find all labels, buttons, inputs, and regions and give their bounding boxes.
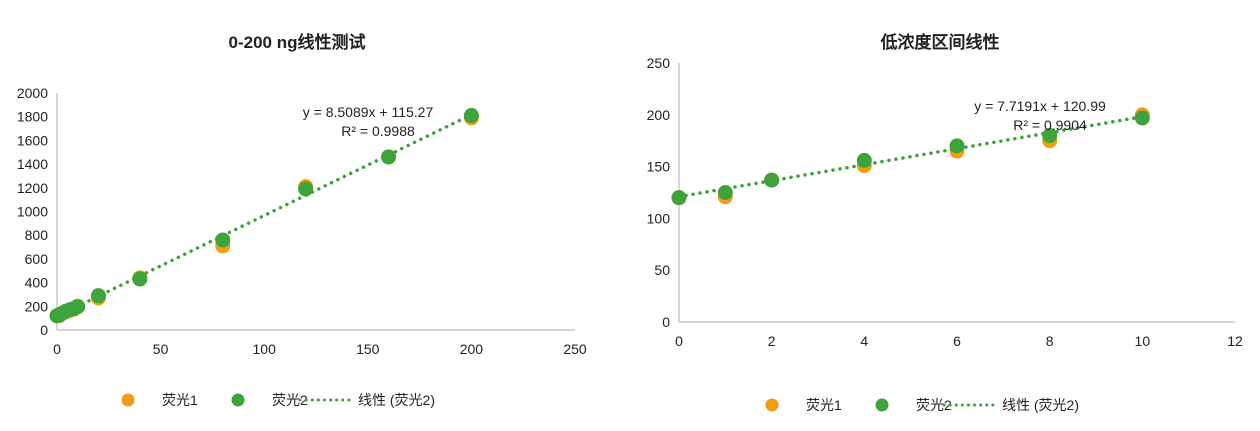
legend-label-series2: 荧光2 [916,397,952,413]
y-tick-label: 1400 [17,156,48,172]
chart-title: 0-200 ng线性测试 [229,32,366,52]
legend: 荧光1 荧光2 线性 (荧光2) [121,392,435,408]
legend-label-series1: 荧光1 [806,397,842,413]
y-tick-label: 1800 [17,109,48,125]
x-tick-label: 250 [563,341,587,357]
y-tick-label: 250 [647,55,671,71]
chart-2: 低浓度区间线性 0 50 100 150 200 250 0 2 4 6 8 10 12 y = 7.719… [647,32,1243,413]
x-tick-label: 0 [53,341,61,357]
legend: 荧光1 荧光2 线性 (荧光2) [765,397,1079,413]
x-tick-label: 12 [1227,333,1243,349]
x-tick-label: 4 [860,333,868,349]
data-point-2 [717,185,733,200]
x-tick-label: 200 [460,341,484,357]
data-point-2 [381,149,397,165]
trendline-r2: R² = 0.9904 [1013,117,1087,133]
y-tick-label: 0 [40,322,48,338]
trendline [55,112,474,319]
chart-title: 低浓度区间线性 [880,32,1000,52]
y-tick-label: 200 [647,107,671,123]
legend-marker-series2 [875,398,889,412]
x-tick-label: 100 [253,341,277,357]
data-point-2 [298,181,314,197]
y-tick-label: 1600 [17,132,48,148]
legend-marker-series1 [121,393,135,407]
y-tick-label: 1200 [17,180,48,196]
legend-label-trendline: 线性 (荧光2) [1002,397,1079,413]
data-point-2 [90,288,106,304]
x-tick-label: 6 [953,333,961,349]
x-tick-label: 10 [1135,333,1151,349]
legend-marker-series1 [765,398,779,412]
y-tick-label: 150 [647,159,671,175]
y-tick-label: 100 [647,210,671,226]
y-tick-label: 400 [25,275,49,291]
y-tick-label: 1000 [17,204,48,220]
legend-label-series1: 荧光1 [162,392,198,408]
y-tick-label: 200 [25,298,49,314]
y-tick-label: 2000 [17,85,48,101]
data-point-2 [1042,128,1058,144]
legend-marker-series2 [231,393,245,407]
x-tick-label: 0 [675,333,683,349]
trendline [677,114,1145,199]
legend-label-series2: 荧光2 [272,392,308,408]
data-point-2 [463,108,479,124]
x-tick-label: 150 [356,341,380,357]
x-tick-label: 50 [153,341,169,357]
trendline-equation: y = 8.5089x + 115.27 [303,104,434,120]
data-point-2 [215,232,231,248]
trendline-equation: y = 7.7191x + 120.99 [974,98,1106,114]
y-tick-label: 50 [654,262,670,278]
x-tick-label: 8 [1046,333,1054,349]
chart-1: 0-200 ng线性测试0200400600800100012001400160… [17,32,587,408]
data-point-2 [856,152,872,168]
data-point-2 [764,172,780,188]
x-tick-label: 2 [768,333,776,349]
data-point-2 [132,271,148,287]
data-point-2 [1134,110,1150,126]
y-tick-label: 800 [25,227,49,243]
legend-label-trendline: 线性 (荧光2) [358,392,435,408]
y-tick-label: 600 [25,251,49,267]
trendline-r2: R² = 0.9988 [341,123,415,139]
y-tick-label: 0 [662,314,670,330]
